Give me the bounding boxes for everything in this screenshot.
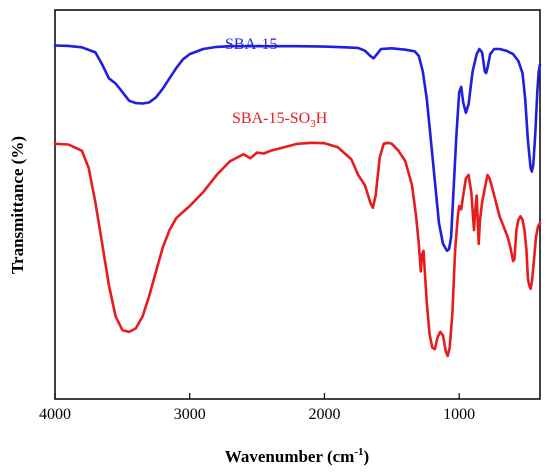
series-lines xyxy=(53,44,542,358)
x-axis-title-superscript: -1 xyxy=(354,446,363,458)
series-label-main: SBA-15-SO xyxy=(232,110,310,127)
series-label-sba15: SBA-15 xyxy=(225,36,277,53)
x-axis-ticks: 4000 3000 2000 1000 xyxy=(39,393,475,423)
series-label-sba15-so3h: SBA-15-SO3H xyxy=(232,110,328,130)
x-axis-title: Wavenumber (cm-1) xyxy=(225,446,369,466)
x-tick-label: 1000 xyxy=(443,406,475,423)
x-tick-label: 2000 xyxy=(308,406,340,423)
plot-frame xyxy=(54,9,541,400)
y-axis-title: Transmittance (%) xyxy=(8,136,27,274)
x-tick-label: 4000 xyxy=(39,406,71,423)
x-tick-label: 3000 xyxy=(174,406,206,423)
series-label-suffix: H xyxy=(316,110,328,127)
series-label-subscript: 3 xyxy=(310,118,316,130)
x-axis-title-close: ) xyxy=(364,447,370,466)
x-axis-title-main: Wavenumber (cm xyxy=(225,447,355,466)
series-line-sba15 xyxy=(53,44,542,253)
series-line-sba15-so3h xyxy=(53,141,542,358)
